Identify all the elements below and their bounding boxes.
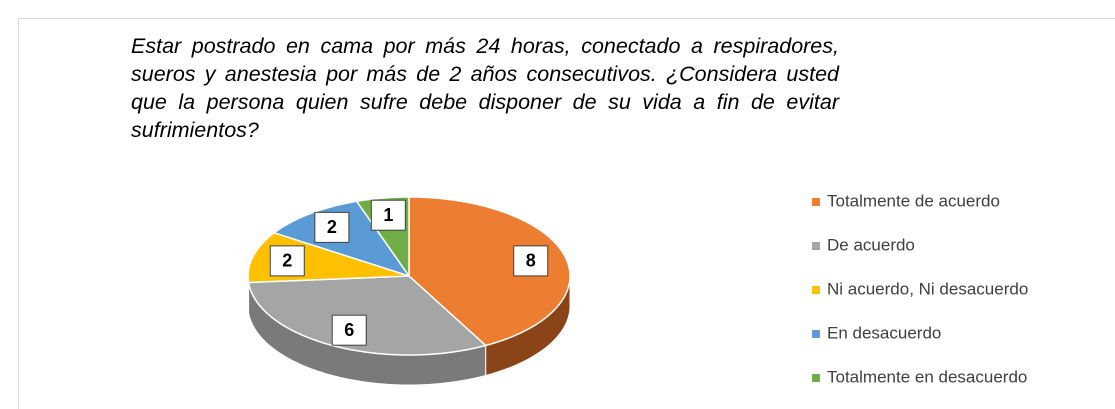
data-label: 8 [526,251,536,271]
legend-label: Ni acuerdo, Ni desacuerdo [827,279,1028,298]
legend-label: Totalmente de acuerdo [827,191,1000,210]
legend-label: Totalmente en desacuerdo [827,367,1027,386]
data-label-box [513,245,549,277]
legend-swatch [812,198,820,206]
chart-title: Estar postrado en cama por más 24 horas,… [131,34,839,142]
data-label-box [370,199,406,231]
chart-border [18,18,1115,409]
data-label-box [269,245,305,277]
data-label: 2 [282,251,292,271]
data-label-box [331,314,367,346]
data-label-box [314,211,350,243]
data-label: 6 [344,320,354,340]
legend-label: De acuerdo [827,235,915,254]
legend-swatch [812,286,820,294]
legend-label: En desacuerdo [827,323,941,342]
legend-swatch [812,330,820,338]
data-label: 1 [383,205,393,225]
legend-swatch [812,374,820,382]
data-label: 2 [327,217,337,237]
pie-slice [408,196,571,347]
legend-swatch [812,242,820,250]
